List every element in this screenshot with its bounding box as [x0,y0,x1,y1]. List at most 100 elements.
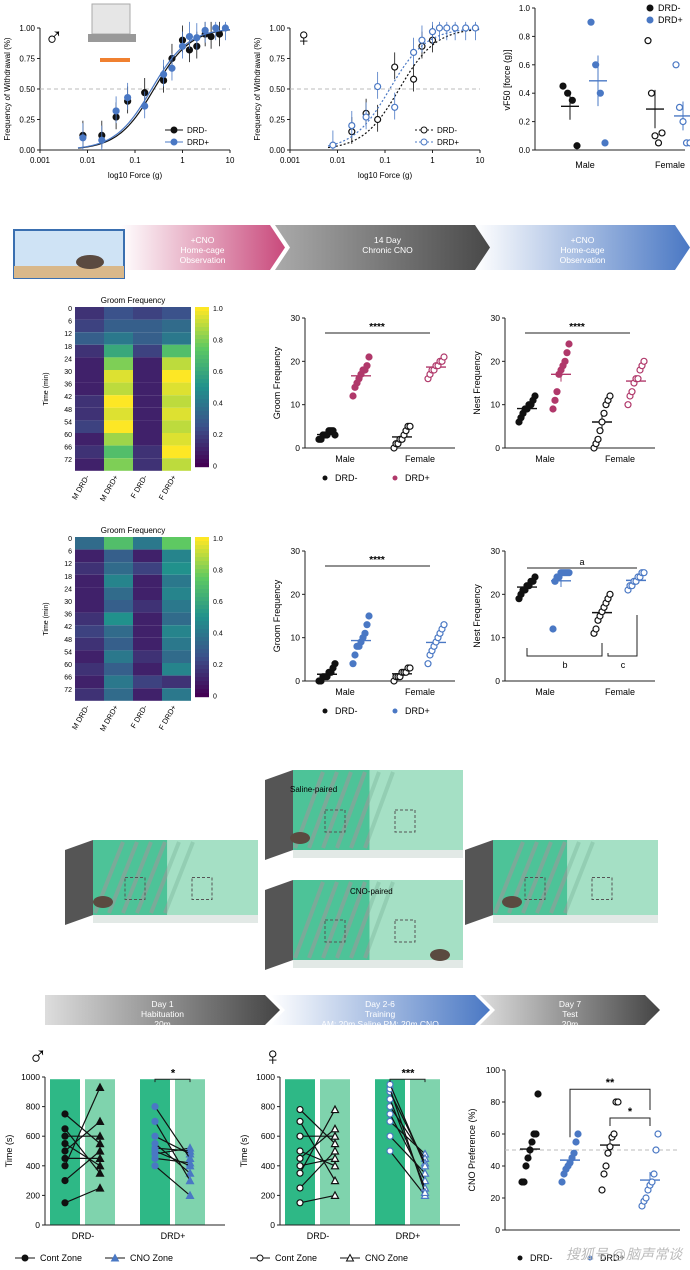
row-label: 72 [64,457,72,464]
legend-marker [420,126,428,134]
data-point [601,139,609,147]
apparatus-icon [91,3,131,35]
colorbar-cell [195,621,209,626]
colorbar-cell [195,383,209,388]
y-tick-label: 20 [291,356,301,366]
row-label: 12 [64,331,72,338]
row-label: 6 [68,549,72,556]
colorbar-cell [195,685,209,690]
legend-marker [587,1255,593,1261]
heatmap-cell [75,357,104,370]
colorbar-cell [195,565,209,570]
cont-point [61,1162,69,1170]
x-tick-label: 0.01 [80,156,96,165]
data-point [563,349,571,357]
category-label: Female [655,160,685,170]
habituation-box-zone-marker [191,877,213,900]
col-label: F DRD+ [157,473,179,502]
colorbar-cell [195,669,209,674]
y-tick-label: 0 [295,443,300,453]
heatmap-cell [162,574,191,588]
data-point [644,37,652,45]
pair-line [299,1121,336,1181]
colorbar-cell [195,315,209,320]
habituation-box-end [65,840,93,925]
colorbar-label: 0.2 [213,432,223,439]
data-point [124,93,132,102]
y-tick-label: 30 [491,546,501,556]
heatmap-cell [162,600,191,613]
y-tick-label: 20 [491,1193,501,1203]
y-tick-label: 200 [261,1190,275,1200]
data-point [363,362,371,370]
heatmap-cell [104,574,133,588]
category-label: Female [605,454,635,464]
heatmap-cell [75,307,104,320]
cont-point [151,1132,159,1140]
colorbar-cell [195,557,209,562]
sig-label: * [171,1067,176,1079]
cont-point [296,1199,304,1207]
data-point [675,103,684,112]
legend-label: DRD+ [405,473,430,483]
colorbar-cell [195,561,209,566]
heatmap-cell [104,445,133,459]
data-point [551,396,559,404]
pair-line [64,1150,101,1182]
colorbar-cell [195,545,209,550]
y-tick-label: 0.00 [269,146,285,155]
colorbar-cell [195,573,209,578]
cno-point [330,1175,340,1185]
colorbar-cell [195,569,209,574]
data-point [640,357,648,365]
colorbar-cell [195,419,209,424]
pair-line [389,1098,426,1189]
data-point [592,61,600,69]
cno-point [95,1183,105,1192]
sig-bracket [526,643,603,657]
data-point [168,64,176,72]
habituation-box-zone-marker [124,877,146,900]
colorbar-label: 0.6 [213,599,223,606]
heatmap-cell [104,420,133,433]
test-box-plain-zone [567,840,658,915]
colorbar-cell [195,439,209,444]
colorbar-cell [195,371,209,376]
timeline-label: 20m [154,1019,171,1029]
colorbar-cell [195,459,209,464]
colorbar-cell [195,443,209,448]
row-label: 72 [64,687,72,694]
y-axis-label: vF50 [force (g)] [502,49,512,110]
heatmap-cell [162,663,191,676]
cno-box-stripe [293,881,325,959]
mouse-icon [76,255,104,269]
x-tick-label: 0.1 [129,156,141,165]
legend-marker [392,475,398,481]
row-label: 6 [68,319,72,326]
data-point [549,625,557,633]
y-tick-label: 0.75 [269,55,285,64]
y-tick-label: 0 [495,1225,500,1235]
heatmap-cell [133,395,162,408]
heatmap-cell [104,382,133,396]
cno-box-stripe [307,881,339,959]
colorbar-cell [195,363,209,368]
y-tick-label: 0.75 [19,55,35,64]
heatmap-cell [104,650,133,663]
colorbar-label: 0 [213,464,217,471]
data-point [159,70,168,78]
y-axis-label: Nest Frequency [472,584,482,648]
y-axis-label: Time (s) [4,1135,14,1168]
legend-label: DRD+ [437,138,459,147]
colorbar-cell [195,331,209,336]
heatmap-cell [162,587,191,600]
category-label: Male [335,454,355,464]
data-point [365,612,373,620]
cont-point [151,1117,159,1126]
col-label: M DRD- [70,703,92,731]
data-point [349,660,357,668]
bedding-icon [14,266,124,278]
category-label: Male [535,687,555,697]
pair-line [64,1087,101,1167]
heatmap-cell [133,675,162,689]
